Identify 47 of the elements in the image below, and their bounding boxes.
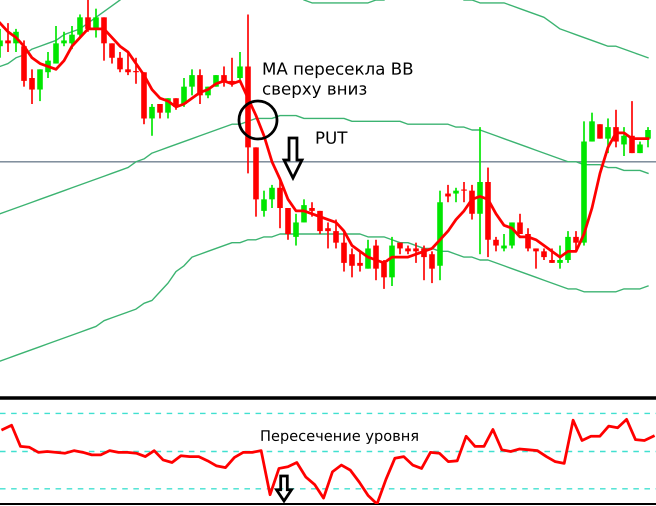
candlestick (133, 56, 139, 85)
candlestick (461, 181, 467, 204)
candlestick (69, 25, 75, 50)
candlestick (189, 68, 195, 96)
candlestick (333, 218, 339, 250)
candlestick (149, 103, 155, 137)
candlestick (533, 248, 539, 270)
candlestick (293, 212, 299, 246)
candlestick (237, 51, 243, 82)
candlestick (325, 222, 331, 250)
candlestick (597, 123, 603, 140)
annotation: Пересечение уровня (261, 430, 418, 444)
candlestick (181, 77, 187, 108)
candlestick (77, 14, 83, 38)
candlestick (621, 126, 627, 157)
candlestick (269, 184, 275, 209)
candlestick (317, 210, 323, 235)
candlestick (309, 201, 315, 218)
candlestick (565, 230, 571, 264)
candlestick (93, 8, 99, 38)
candlestick (197, 68, 203, 105)
candlestick (221, 66, 227, 88)
candlestick (469, 184, 475, 220)
candlestick (445, 184, 451, 204)
candlestick (61, 30, 67, 48)
candlestick (493, 236, 499, 252)
candlestick (501, 233, 507, 252)
candlestick (573, 230, 579, 252)
candlestick (645, 126, 651, 148)
candlestick (605, 118, 611, 154)
candlestick (541, 248, 547, 261)
candlestick (53, 25, 59, 64)
candlestick (117, 51, 123, 74)
candlestick (261, 190, 267, 218)
candlestick (397, 242, 403, 256)
candlestick (589, 112, 595, 142)
candlestick (557, 244, 563, 270)
candlestick (517, 212, 523, 235)
candlestick (453, 186, 459, 204)
candlestick (125, 51, 131, 76)
annotation: PUT (316, 132, 348, 144)
candlestick (277, 178, 283, 230)
candlestick (157, 103, 163, 120)
annotation: MA пересекла BB сверху вниз (262, 62, 412, 98)
candlestick (37, 68, 43, 102)
candlestick (109, 42, 115, 64)
candlestick (29, 68, 35, 105)
